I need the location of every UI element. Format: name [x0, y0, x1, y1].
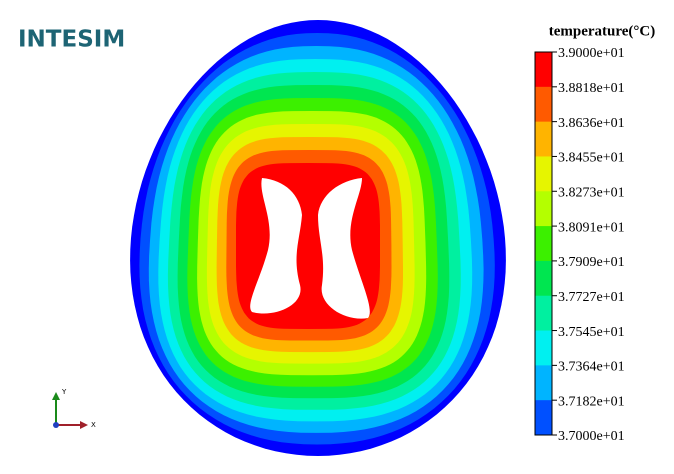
x-arrow-head	[80, 421, 88, 429]
legend-label: 3.7182e+01	[558, 394, 625, 409]
legend-band	[535, 121, 552, 157]
legend-band	[535, 86, 552, 123]
legend-label: 3.7364e+01	[558, 360, 625, 375]
contour-plot	[130, 20, 506, 456]
x-label: X	[91, 421, 96, 429]
legend-band	[535, 400, 552, 436]
legend-label: 3.7000e+01	[558, 429, 625, 444]
legend-band	[535, 52, 552, 88]
legend-label: 3.9000e+01	[558, 46, 625, 61]
legend-band	[535, 191, 552, 227]
legend-title: temperature(°C)	[549, 23, 656, 39]
legend-label: 3.8273e+01	[558, 185, 625, 200]
legend-label: 3.8818e+01	[558, 81, 625, 96]
y-arrow-head	[52, 392, 60, 400]
legend-label: 3.8455e+01	[558, 151, 625, 166]
logo: INTESIM	[18, 27, 125, 53]
legend-band	[535, 260, 552, 297]
legend-label: 3.8091e+01	[558, 220, 625, 235]
legend-band	[535, 365, 552, 401]
y-label: Y	[61, 388, 67, 396]
origin	[53, 422, 59, 428]
legend-band	[535, 295, 552, 332]
legend-band	[535, 330, 552, 366]
legend-label: 3.8636e+01	[558, 116, 625, 131]
legend-label: 3.7909e+01	[558, 255, 625, 270]
legend-frame	[534, 51, 553, 436]
axis-triad: Y X	[52, 388, 96, 429]
legend-band	[535, 156, 552, 192]
hole	[250, 178, 302, 314]
hole	[318, 178, 370, 319]
legend-label: 3.7727e+01	[558, 290, 625, 305]
legend-label: 3.7545e+01	[558, 325, 625, 340]
legend: 3.9000e+01 3.8818e+01 3.8636e+01 3.8455e+01…	[534, 46, 625, 444]
legend-band	[535, 226, 552, 262]
